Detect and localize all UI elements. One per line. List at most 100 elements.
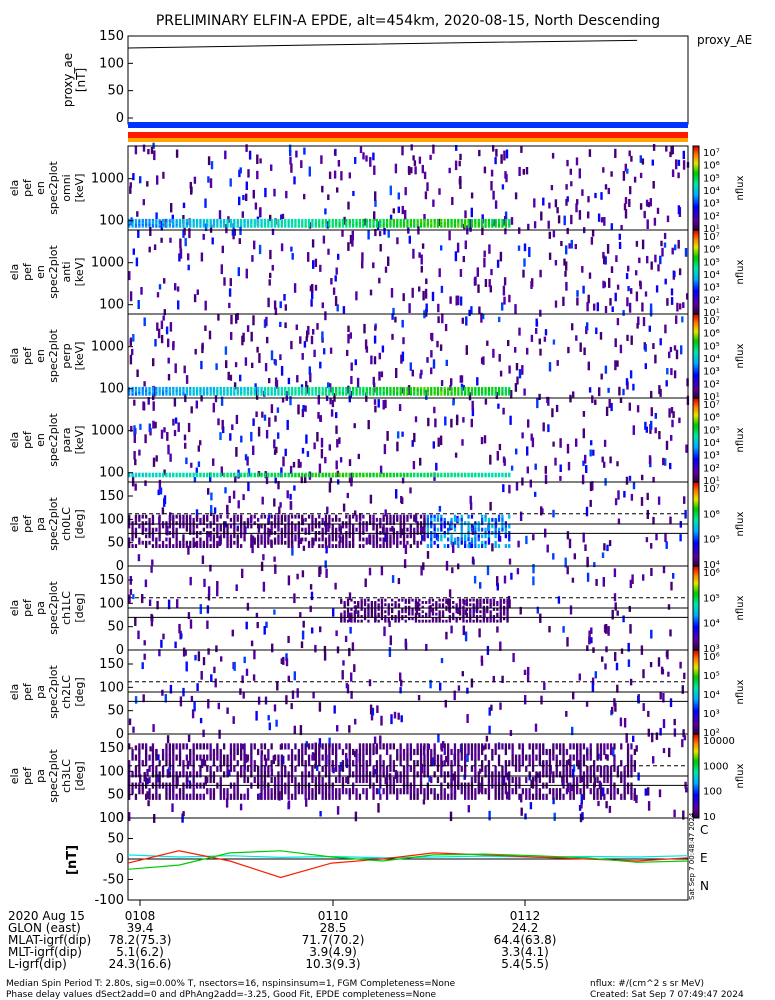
speckle: [547, 424, 550, 433]
band-cell: [452, 601, 455, 604]
band-cell: [419, 391, 423, 395]
band-cell: [290, 760, 294, 767]
band-cell: [148, 222, 151, 225]
band-cell: [290, 514, 294, 519]
band-cell: [212, 225, 216, 228]
speckle: [155, 455, 158, 462]
band-cell: [426, 222, 429, 225]
speckle: [402, 337, 405, 345]
band-cell: [497, 388, 501, 391]
band-cell: [192, 475, 195, 478]
band-cell: [311, 218, 314, 222]
band-cell: [430, 393, 433, 396]
speckle: [673, 345, 677, 351]
band-cell: [202, 388, 205, 391]
band-cell: [243, 225, 246, 228]
band-cell: [379, 390, 382, 393]
band-cell: [212, 472, 216, 475]
band-cell: [497, 473, 501, 475]
band-cell: [182, 218, 185, 222]
band-cell: [145, 475, 148, 477]
band-cell: [267, 793, 270, 800]
band-cell: [409, 393, 412, 396]
speckle: [210, 492, 213, 501]
band-cell: [223, 743, 226, 750]
band-cell: [475, 619, 479, 623]
speckle: [445, 755, 448, 763]
band-cell: [331, 517, 334, 522]
band-cell: [284, 472, 287, 475]
band-cell: [182, 222, 185, 225]
band-cell: [321, 474, 324, 476]
band-cell: [409, 473, 412, 475]
speckle: [667, 671, 670, 677]
band-cell: [392, 540, 395, 545]
speckle: [550, 185, 554, 191]
band-cell: [440, 517, 443, 522]
speckle: [642, 703, 645, 711]
band-cell: [311, 473, 314, 475]
speckle: [408, 168, 411, 175]
band-cell: [464, 472, 467, 475]
band-cell: [501, 474, 504, 476]
band-cell: [499, 601, 502, 604]
band-cell: [236, 390, 239, 393]
band-cell: [348, 223, 351, 227]
band-cell: [165, 521, 168, 526]
band-cell: [178, 388, 182, 391]
band-cell: [284, 475, 287, 478]
band-cell: [487, 391, 491, 395]
ylabel-line: en: [34, 265, 47, 279]
speckle: [264, 758, 268, 767]
speckle: [285, 190, 288, 199]
speckle: [318, 738, 322, 748]
speckle: [213, 507, 217, 514]
speckle: [647, 710, 650, 717]
speckle: [483, 257, 486, 268]
band-cell: [372, 534, 375, 539]
band-cell: [226, 754, 229, 761]
band-cell: [447, 475, 450, 477]
band-cell: [280, 760, 283, 767]
band-cell: [263, 524, 267, 529]
band-cell: [212, 393, 216, 396]
band-cell: [161, 223, 165, 227]
speckle: [158, 284, 162, 290]
band-cell: [212, 776, 216, 784]
band-cell: [413, 222, 416, 225]
band-cell: [192, 537, 195, 542]
band-cell: [141, 393, 144, 396]
band-cell: [182, 760, 185, 767]
band-cell: [314, 472, 317, 475]
band-cell: [331, 475, 334, 478]
speckle: [616, 318, 620, 326]
speckle: [160, 429, 164, 439]
band-cell: [185, 776, 188, 784]
speckle: [185, 457, 188, 465]
speckle: [492, 190, 495, 200]
speckle: [227, 371, 230, 380]
band-cell: [260, 793, 263, 800]
band-cell: [440, 475, 443, 478]
band-cell: [426, 475, 429, 477]
speckle: [335, 267, 338, 275]
speckle: [654, 427, 657, 434]
band-cell: [287, 475, 290, 478]
band-cell: [257, 517, 260, 522]
band-cell: [134, 225, 138, 228]
band-cell: [233, 225, 236, 228]
band-cell: [481, 527, 484, 532]
ylabel-line: pef: [21, 514, 34, 533]
band-cell: [212, 544, 216, 548]
speckle: [301, 570, 305, 578]
band-cell: [460, 393, 463, 396]
speckle: [503, 150, 506, 161]
band-cell: [158, 225, 161, 228]
speckle: [336, 806, 340, 815]
speckle: [508, 365, 511, 374]
band-cell: [223, 473, 226, 475]
speckle: [649, 303, 653, 314]
band-cell: [440, 218, 443, 222]
band-cell: [297, 393, 300, 396]
band-cell: [229, 474, 233, 476]
